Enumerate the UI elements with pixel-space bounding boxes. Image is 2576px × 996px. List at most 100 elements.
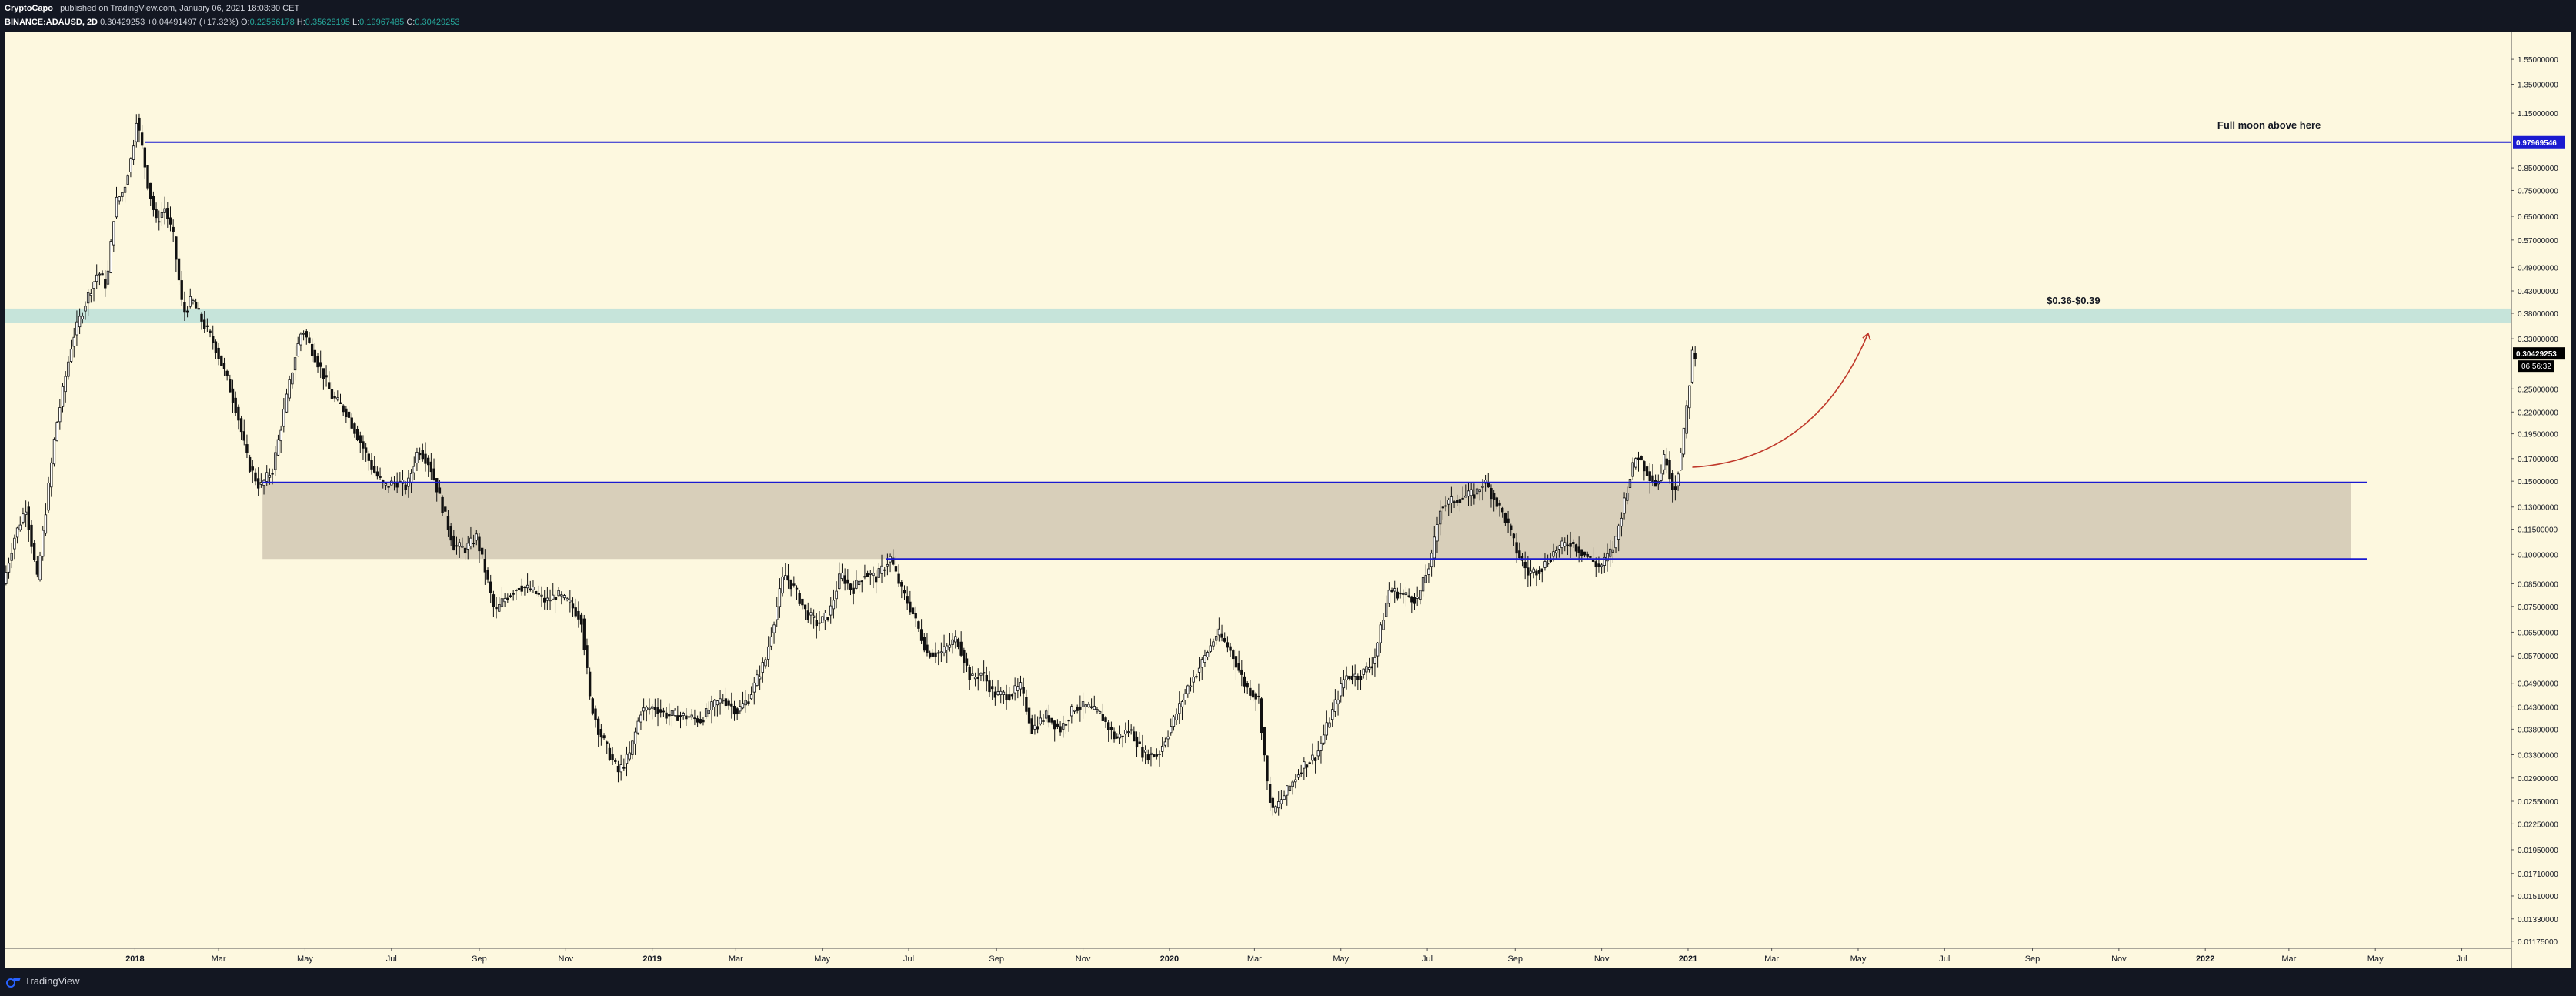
price-tick-label: 0.75000000 — [2518, 187, 2558, 196]
candle — [1271, 797, 1275, 808]
candle — [86, 292, 90, 304]
candle — [758, 676, 762, 680]
candle — [1387, 590, 1391, 604]
candle — [1118, 734, 1122, 739]
tradingview-logo[interactable]: TradingView — [6, 975, 80, 988]
candle — [370, 460, 373, 470]
candle — [843, 575, 846, 584]
candle — [155, 209, 158, 219]
candle — [946, 645, 949, 651]
price-tick-label: 1.15000000 — [2518, 110, 2558, 119]
candle — [1042, 720, 1045, 722]
candle — [1345, 675, 1348, 680]
candle — [739, 706, 742, 712]
candle — [1370, 666, 1373, 669]
candle — [1214, 636, 1218, 641]
low-value: 0.19967485 — [359, 18, 405, 27]
candle — [364, 447, 368, 453]
candle — [823, 612, 827, 621]
candle — [520, 585, 523, 592]
candle — [752, 682, 756, 693]
candle — [636, 720, 639, 734]
candle — [1076, 706, 1079, 711]
candle — [872, 573, 875, 577]
candle — [441, 496, 444, 513]
candle — [1143, 750, 1147, 753]
candle — [118, 196, 121, 202]
candle — [886, 564, 889, 567]
candle — [1648, 471, 1651, 482]
candle — [1047, 715, 1051, 723]
candle — [1503, 513, 1507, 523]
candle — [1251, 690, 1255, 698]
symbol-label[interactable]: BINANCE:ADAUSD, 2D — [5, 18, 98, 27]
candle — [549, 600, 552, 602]
candle — [1665, 458, 1669, 466]
candle — [372, 466, 376, 473]
candle — [616, 766, 620, 773]
target-zone — [5, 308, 2511, 323]
price-chart[interactable]: Full moon above here $0.36-$0.39 1.5500000… — [5, 32, 2571, 968]
candle — [1209, 645, 1212, 652]
candle — [1583, 551, 1587, 556]
candle — [426, 457, 430, 466]
candle — [1226, 642, 1230, 648]
candle — [939, 651, 943, 653]
open-value: 0.22566178 — [249, 18, 295, 27]
candle — [685, 715, 688, 720]
candle — [1563, 542, 1567, 547]
candle — [140, 132, 144, 146]
price-change: +0.04491497 (+17.32%) — [147, 18, 239, 27]
candle — [993, 691, 997, 698]
price-tick-label: 0.04900000 — [2518, 680, 2558, 689]
candle — [1116, 736, 1119, 739]
price-tick-label: 0.11500000 — [2518, 526, 2558, 535]
candle — [1577, 546, 1580, 553]
candle — [928, 652, 932, 658]
candle — [713, 700, 716, 707]
time-tick-label: Nov — [1594, 954, 1610, 964]
price-tick-label: 0.38000000 — [2518, 310, 2558, 319]
price-tick-label: 0.22000000 — [2518, 409, 2558, 417]
candle — [30, 524, 33, 547]
candle — [1124, 730, 1127, 735]
candle — [61, 386, 65, 407]
candle — [347, 411, 351, 418]
candle — [483, 558, 487, 573]
candle — [367, 453, 371, 461]
candle — [325, 375, 328, 378]
candle — [1671, 473, 1674, 490]
candle — [1296, 774, 1300, 778]
chart-area[interactable]: Full moon above here $0.36-$0.39 1.5500000… — [5, 32, 2571, 968]
candle — [353, 423, 356, 434]
price-tick-label: 0.02550000 — [2518, 798, 2558, 807]
candle — [1175, 714, 1178, 720]
author-name[interactable]: CryptoCapo_ — [5, 4, 58, 13]
candle — [1291, 781, 1294, 787]
candle — [418, 453, 422, 456]
candle — [1303, 761, 1306, 769]
candle — [1172, 716, 1176, 727]
candle — [648, 707, 651, 710]
candle — [1651, 475, 1654, 483]
candle — [1572, 542, 1575, 545]
candle — [412, 466, 415, 473]
candle — [1197, 667, 1201, 673]
candle — [926, 644, 929, 653]
candle — [1673, 486, 1677, 490]
candle — [1643, 461, 1646, 472]
candle — [1109, 727, 1113, 730]
candle — [1560, 540, 1563, 548]
candle — [379, 476, 382, 478]
candle — [220, 355, 223, 366]
price-tick-label: 0.08500000 — [2518, 580, 2558, 589]
candle — [225, 370, 229, 376]
candle — [350, 417, 353, 429]
candle — [732, 706, 736, 715]
candle — [662, 710, 666, 713]
candle — [1070, 706, 1073, 717]
candle — [971, 673, 974, 676]
projection-arrow — [1692, 333, 1869, 468]
candle — [163, 208, 166, 213]
candle — [1203, 655, 1206, 663]
